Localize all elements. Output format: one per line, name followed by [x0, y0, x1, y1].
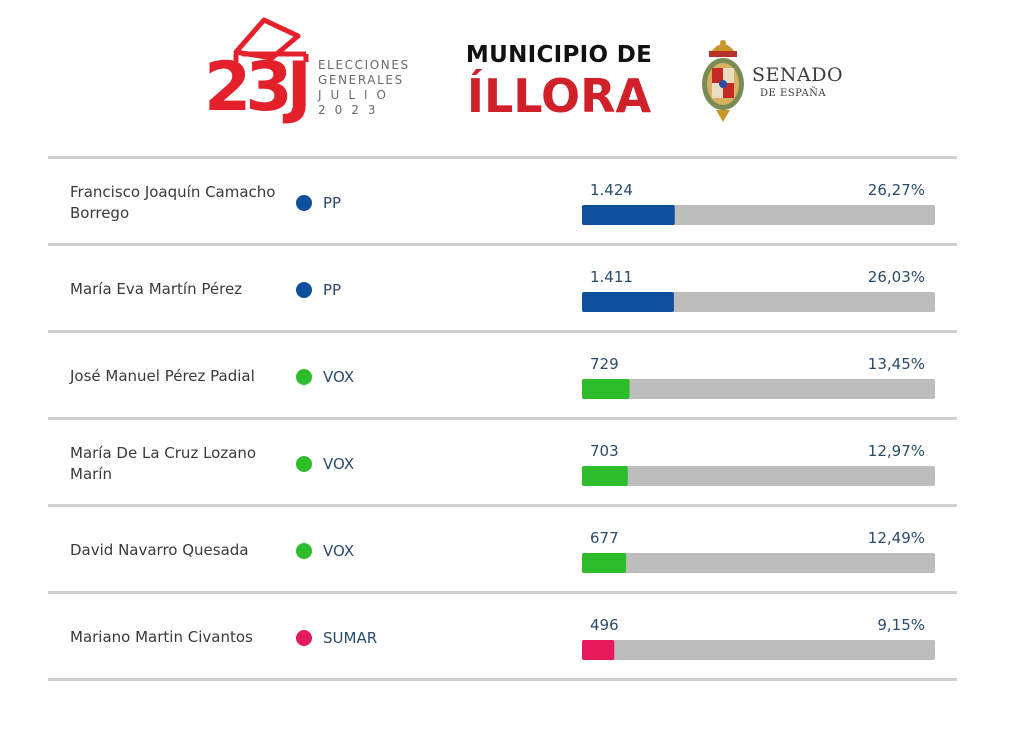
senado-coat-of-arms-icon — [702, 40, 744, 122]
votes-value: 496 — [590, 616, 619, 634]
bar — [582, 205, 935, 225]
result-row: Mariano Martin Civantos SUMAR 496 9,15% — [48, 594, 957, 681]
municipio-label: MUNICIPIO DE — [465, 42, 653, 68]
votes-value: 1.411 — [590, 268, 633, 286]
percent-value: 12,49% — [867, 529, 925, 547]
bar-fill — [582, 553, 627, 573]
percent-value: 13,45% — [867, 355, 925, 373]
party-label: VOX — [296, 333, 354, 420]
candidate-name: Francisco Joaquín Camacho Borrego — [70, 182, 276, 222]
logo-line-year: 2023 — [318, 103, 385, 117]
party-name: PP — [323, 280, 342, 299]
row-divider — [48, 591, 957, 594]
bar — [582, 466, 935, 486]
bar-fill — [582, 205, 675, 225]
result-row: Francisco Joaquín Camacho Borrego PP 1.424… — [48, 159, 957, 246]
party-label: PP — [296, 246, 341, 333]
logo-line-elecciones: ELECCIONES — [318, 58, 410, 72]
row-divider — [48, 243, 957, 246]
bar — [582, 292, 935, 312]
party-color-dot — [296, 281, 312, 298]
row-divider — [48, 156, 957, 159]
party-label: VOX — [296, 420, 354, 507]
bar-fill — [582, 292, 674, 312]
row-divider — [48, 678, 957, 681]
row-divider — [48, 417, 957, 420]
candidate-name: María Eva Martín Pérez — [70, 280, 243, 298]
senado-title: SENADO — [752, 64, 844, 86]
elecciones-23j-logo: 23J ELECCIONES GENERALES JULIO 2023 — [202, 14, 422, 124]
candidate-name: María De La Cruz Lozano Marín — [70, 443, 257, 483]
senado-logo: SENADO DE ESPAÑA — [698, 38, 848, 124]
bar-track — [582, 553, 935, 573]
votes-value: 677 — [590, 529, 619, 547]
votes-value: 1.424 — [590, 181, 633, 199]
percent-value: 12,97% — [867, 442, 925, 460]
bar — [582, 640, 935, 660]
bar-fill — [582, 379, 630, 399]
bar-track — [582, 379, 935, 399]
bar-fill — [582, 466, 628, 486]
bar-track — [582, 466, 935, 486]
logo-line-julio: JULIO — [318, 88, 395, 102]
votes-value: 703 — [590, 442, 619, 460]
party-label: PP — [296, 159, 341, 246]
candidate-name: Mariano Martin Civantos — [70, 628, 253, 646]
header: 23J ELECCIONES GENERALES JULIO 2023 MUNI… — [0, 0, 1024, 150]
bar-fill — [582, 640, 615, 660]
percent-value: 26,03% — [867, 268, 925, 286]
party-name: VOX — [323, 541, 355, 560]
candidate-name: José Manuel Pérez Padial — [70, 367, 255, 385]
bar — [582, 379, 935, 399]
row-divider — [48, 330, 957, 333]
result-row: David Navarro Quesada VOX 677 12,49% — [48, 507, 957, 594]
candidate-name: David Navarro Quesada — [70, 541, 249, 559]
logo-23j-caption: ELECCIONES GENERALES JULIO 2023 — [318, 58, 422, 118]
party-color-dot — [296, 629, 312, 646]
senado-subtitle: DE ESPAÑA — [760, 88, 827, 99]
result-row: María De La Cruz Lozano Marín VOX 703 12,97… — [48, 420, 957, 507]
votes-value: 729 — [590, 355, 619, 373]
bar-track — [582, 640, 935, 660]
result-row: José Manuel Pérez Padial VOX 729 13,45% — [48, 333, 957, 420]
ballot-box-icon — [233, 17, 309, 62]
municipio-name: ÍLLORA — [466, 69, 652, 123]
party-label: VOX — [296, 507, 354, 594]
party-color-dot — [296, 542, 312, 559]
party-color-dot — [296, 194, 312, 211]
party-name: PP — [323, 193, 342, 212]
party-color-dot — [296, 368, 312, 385]
logo-23j-text: 23J — [204, 48, 312, 127]
party-color-dot — [296, 455, 312, 472]
bar — [582, 553, 935, 573]
percent-value: 26,27% — [867, 181, 925, 199]
logo-line-generales: GENERALES — [318, 73, 404, 87]
result-row: María Eva Martín Pérez PP 1.411 26,03% — [48, 246, 957, 333]
party-name: SUMAR — [323, 628, 378, 647]
party-name: VOX — [323, 454, 355, 473]
row-divider — [48, 504, 957, 507]
municipio-title: MUNICIPIO DE ÍLLORA — [462, 40, 656, 122]
percent-value: 9,15% — [877, 616, 925, 634]
party-name: VOX — [323, 367, 355, 386]
party-label: SUMAR — [296, 594, 377, 681]
